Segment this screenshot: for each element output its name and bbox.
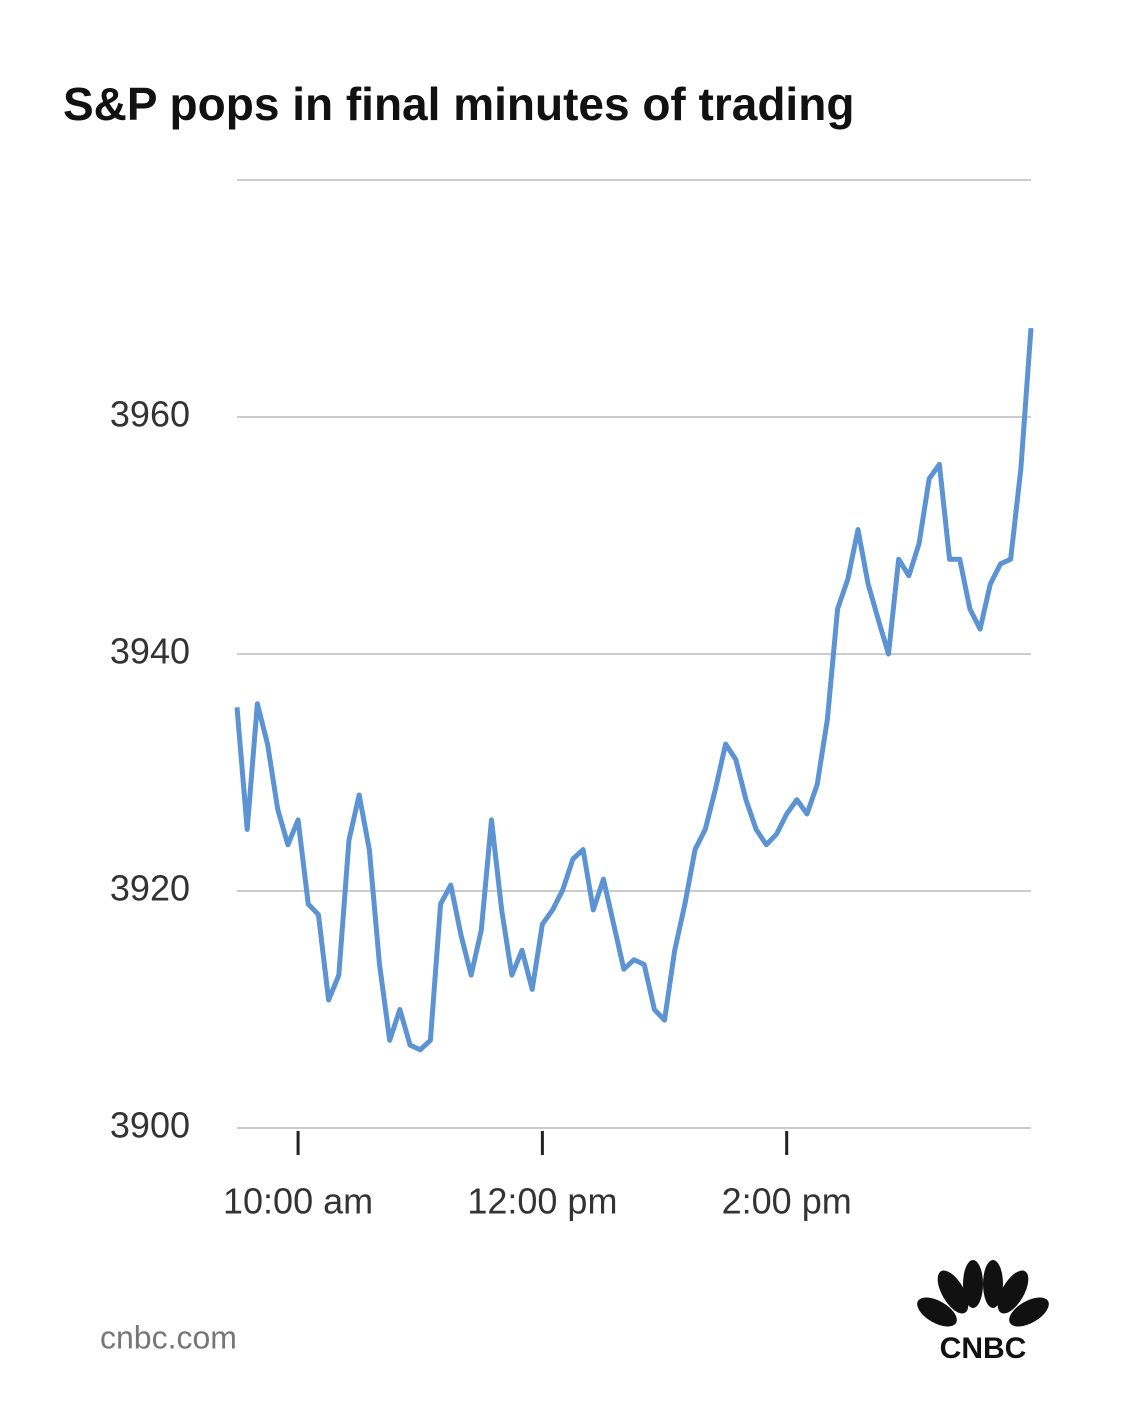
x-tick-label: 2:00 pm	[722, 1181, 852, 1222]
logo: CNBC	[917, 1260, 1049, 1365]
x-tick-label: 12:00 pm	[467, 1181, 617, 1222]
y-tick-label: 3940	[110, 631, 190, 672]
logo-feather	[983, 1260, 1003, 1308]
logo-feather	[937, 1270, 969, 1314]
line	[234, 327, 1034, 1053]
logo-feather	[917, 1297, 957, 1327]
source: cnbc.com	[100, 1319, 237, 1355]
logo-text: CNBC	[940, 1332, 1027, 1365]
y-tick-label: 3900	[110, 1105, 190, 1146]
x-tick-label: 10:00 am	[223, 1181, 373, 1222]
logo-feather	[963, 1260, 983, 1308]
y-tick-label: 3920	[110, 868, 190, 909]
logo-feather	[1009, 1297, 1049, 1327]
chart-title: S&P pops in final minutes of trading	[63, 78, 854, 130]
logo-feather	[997, 1270, 1029, 1314]
y-tick-label: 3960	[110, 394, 190, 435]
